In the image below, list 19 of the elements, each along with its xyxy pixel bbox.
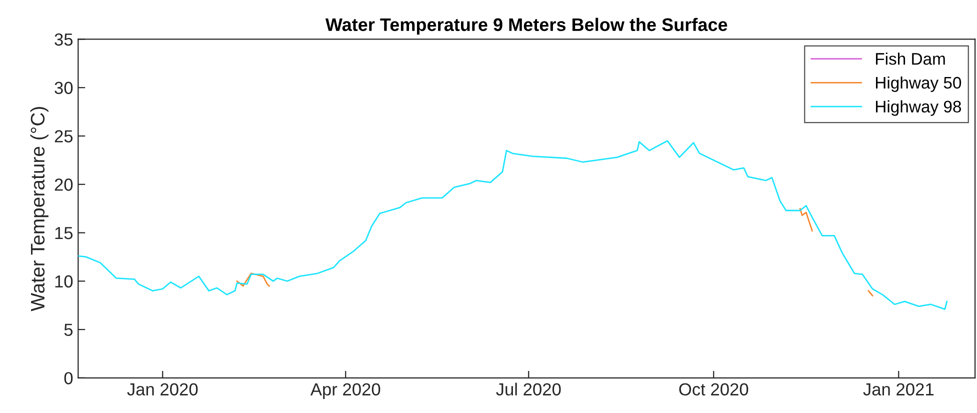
y-tick-label: 30	[54, 82, 73, 94]
y-tick-label: 5	[64, 324, 73, 336]
legend-label: Highway 50	[876, 76, 962, 92]
x-tick-label: Oct 2020	[679, 383, 748, 396]
x-tick-label: Jan 2021	[863, 383, 934, 396]
x-tick-label: Apr 2020	[310, 383, 380, 399]
legend-label: Fish Dam	[876, 52, 945, 65]
y-tick-label: 20	[54, 178, 73, 191]
chart-title: Water Temperature 9 Meters Below the Surface	[325, 18, 728, 35]
x-tick-label: Jul 2020	[496, 382, 561, 396]
y-tick-label: 35	[54, 33, 73, 46]
y-axis-title: Water Temperature (°C)	[30, 107, 48, 312]
legend-label: Highway 98	[876, 100, 961, 116]
line-series	[78, 140, 948, 310]
y-tick-label: 10	[55, 275, 73, 288]
y-tick-label: 0	[64, 372, 73, 384]
x-tick-label: Jan 2020	[127, 383, 198, 396]
y-tick-label: 25	[54, 130, 73, 142]
y-tick-label: 15	[55, 227, 73, 240]
